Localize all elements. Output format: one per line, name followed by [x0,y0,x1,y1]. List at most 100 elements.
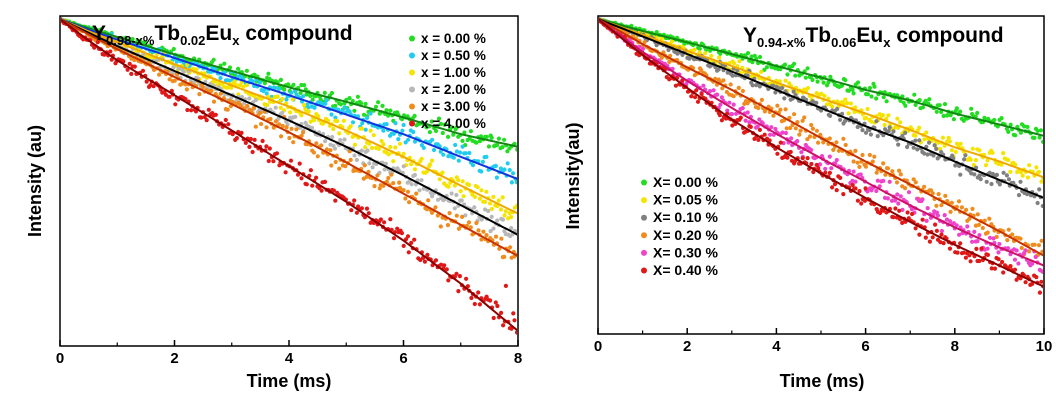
data-point [140,68,146,73]
data-point [274,151,280,156]
data-point [1005,238,1010,243]
data-point [267,146,272,151]
data-point [912,92,917,97]
data-point [218,91,223,96]
data-point [438,224,443,229]
data-point [347,149,352,154]
data-point [388,217,393,222]
data-point [911,177,916,182]
legend-marker [409,103,415,110]
data-point [642,40,647,45]
legend-label: X= 0.20 % [653,227,719,243]
data-point [869,94,874,99]
data-point [511,311,516,316]
data-point [841,192,846,197]
data-point [917,98,922,103]
data-point [977,173,982,178]
data-point [996,250,1001,255]
data-point [853,179,858,184]
data-point [823,166,828,171]
data-point [941,241,946,246]
data-point [350,134,355,139]
data-point [843,78,848,83]
data-point [359,148,364,153]
data-point [1001,270,1006,275]
data-point [874,119,879,124]
data-point [176,66,181,71]
data-point [930,191,935,196]
data-point [399,231,404,236]
data-point [985,230,990,235]
data-point [736,85,741,90]
data-point [1028,193,1033,198]
data-point [727,100,732,105]
data-point [789,136,794,141]
legend-marker [409,69,415,76]
data-point [457,274,462,279]
data-point [764,65,770,70]
data-point [895,192,900,197]
data-point [898,98,903,103]
data-point [480,159,485,164]
data-point [897,168,902,173]
data-point [496,136,501,141]
data-point [502,213,507,218]
data-point [451,132,456,137]
data-point [708,48,713,53]
data-point [845,101,850,106]
data-point [172,78,177,83]
data-point [826,80,831,85]
data-point [319,188,324,193]
data-point [329,112,334,117]
data-point [363,101,368,106]
data-point [913,138,918,143]
data-point [486,144,491,149]
data-point [509,226,514,231]
legend-label: X= 0.40 % [653,262,719,278]
data-point [314,175,319,180]
legend-label: X= 0.00 % [653,174,719,190]
data-point [495,303,500,309]
data-point [311,118,317,123]
legend-label: X= 0.10 % [653,209,719,225]
data-point [886,129,891,134]
data-point [456,289,461,294]
data-point [937,146,943,151]
data-point [851,169,856,174]
data-point [479,169,484,174]
data-point [253,124,258,129]
data-point [243,140,248,145]
data-point [454,125,459,130]
data-point [287,135,292,141]
data-point [863,164,869,169]
data-point [364,206,370,211]
data-point [865,92,871,97]
data-point [401,243,406,248]
data-point [855,80,861,85]
data-point [462,130,467,135]
data-point [424,169,430,174]
data-point [984,179,989,184]
x-tick-label: 8 [951,338,959,355]
data-point [896,142,901,147]
data-point [442,263,447,268]
data-point [299,133,304,138]
data-point [245,103,250,108]
data-point [816,166,821,171]
data-point [798,128,803,133]
data-point [380,103,385,108]
data-point [314,141,319,146]
data-point [454,192,459,198]
data-point [171,65,176,70]
data-point [719,95,725,100]
data-point [181,69,186,75]
data-point [405,189,411,194]
data-point [703,51,708,56]
data-point [958,172,963,177]
legend-marker [641,197,647,204]
data-point [108,49,113,54]
data-point [376,100,381,105]
data-point [388,144,393,150]
data-point [838,175,843,180]
data-point [372,184,377,189]
